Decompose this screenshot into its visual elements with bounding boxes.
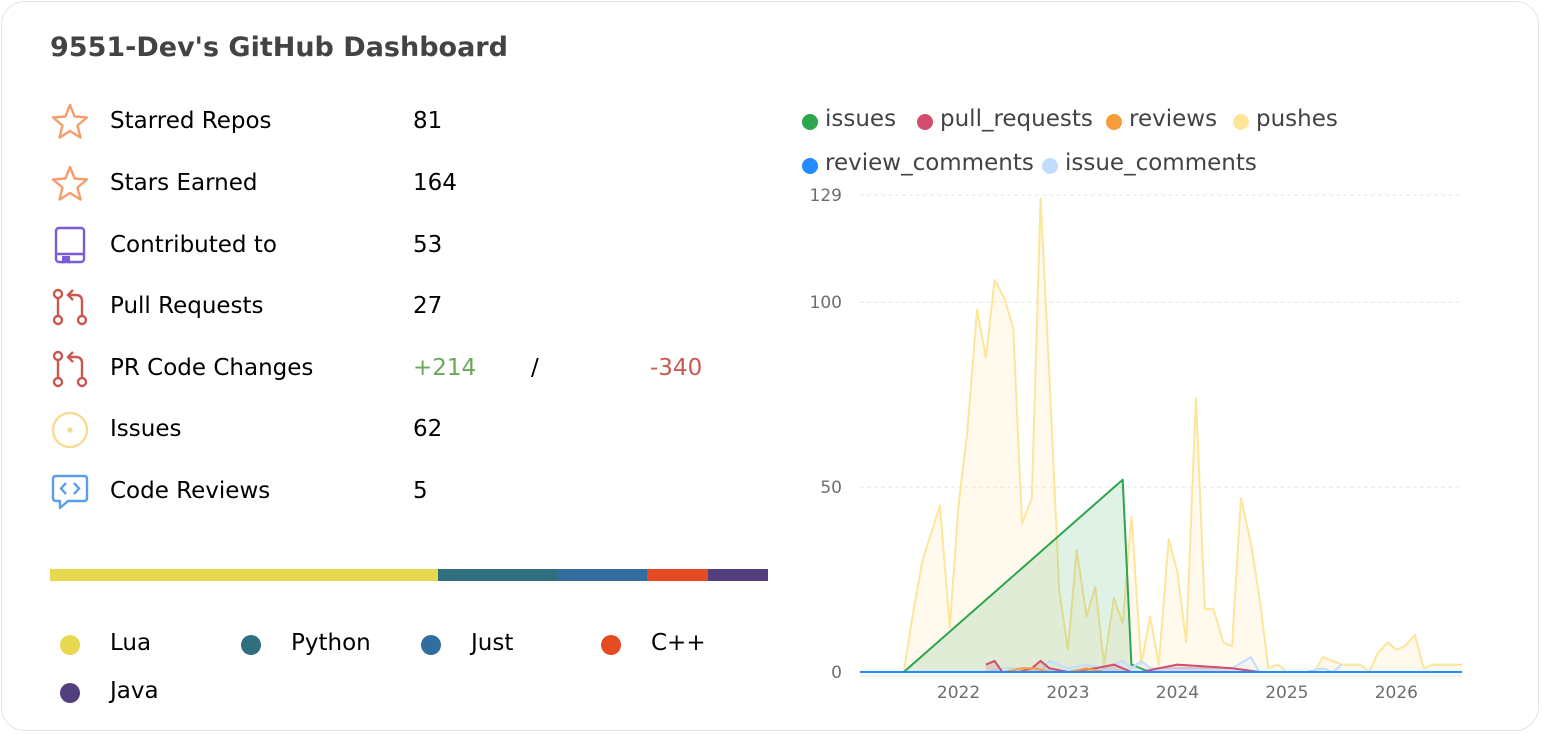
python-dot <box>241 635 261 655</box>
legend-label: reviews <box>1129 106 1218 132</box>
stat-contributed-to: Contributed to 53 <box>50 226 750 266</box>
stat-code-reviews: Code Reviews 5 <box>50 472 750 512</box>
java-dot <box>60 683 80 703</box>
legend-dot <box>802 114 818 130</box>
language-bar-segment <box>437 569 557 581</box>
legend-dot <box>1042 158 1058 174</box>
issue-icon <box>51 411 89 449</box>
language-bar-segment <box>556 569 648 581</box>
legend-label: pushes <box>1256 106 1338 132</box>
series-area-pull_requests <box>985 660 1260 672</box>
series-area-pushes <box>860 198 1462 672</box>
stat-label: Issues <box>110 416 182 442</box>
changes-separator: / <box>531 355 539 381</box>
legend-dot <box>1233 114 1249 130</box>
stat-value: 62 <box>413 416 443 442</box>
additions-value: +214 <box>413 355 477 381</box>
language-bar <box>50 569 768 581</box>
language-bar-segment <box>647 569 708 581</box>
language-name: Python <box>291 630 371 656</box>
language-name: Just <box>471 630 514 656</box>
pull-request-icon <box>52 288 88 326</box>
stat-issues: Issues 62 <box>50 410 750 450</box>
stat-value: 27 <box>413 293 443 319</box>
x-tick-label: 2026 <box>1375 683 1418 703</box>
language-name: Java <box>110 678 159 704</box>
y-tick-label: 100 <box>810 293 842 313</box>
x-tick-label: 2023 <box>1046 683 1089 703</box>
activity-chart: 0 50 100 129 2022 2023 2024 2025 2026 <box>810 186 1462 703</box>
repo-icon <box>54 226 86 264</box>
legend-label: pull_requests <box>940 106 1093 132</box>
star-icon <box>51 165 89 201</box>
legend-label: review_comments <box>825 150 1034 176</box>
legend-dot <box>1106 114 1122 130</box>
legend-dot <box>802 158 818 174</box>
x-tick-label: 2022 <box>937 683 980 703</box>
series-area-issues <box>860 479 1342 672</box>
legend-dot <box>917 114 933 130</box>
y-tick-label: 0 <box>831 663 842 683</box>
stat-label: Stars Earned <box>110 170 258 196</box>
stat-label: Pull Requests <box>110 293 264 319</box>
stat-value: 81 <box>413 108 443 134</box>
legend-label: issue_comments <box>1065 150 1257 176</box>
stat-label: Contributed to <box>110 232 277 258</box>
y-tick-label: 129 <box>810 186 842 206</box>
dashboard-title: 9551-Dev's GitHub Dashboard <box>50 32 508 63</box>
series-line-pushes <box>860 197 1462 673</box>
x-tick-label: 2025 <box>1265 683 1308 703</box>
star-icon <box>51 103 89 139</box>
language-name: C++ <box>651 630 706 656</box>
deletions-value: -340 <box>650 355 703 381</box>
stat-value: 5 <box>413 478 428 504</box>
stat-pr-code-changes: PR Code Changes +214 / -340 <box>50 349 750 389</box>
x-tick-label: 2024 <box>1156 683 1199 703</box>
language-name: Lua <box>110 630 152 656</box>
pull-request-icon <box>52 350 88 388</box>
legend-label: issues <box>825 106 897 132</box>
lua-dot <box>60 635 80 655</box>
y-tick-label: 50 <box>820 478 842 498</box>
stat-label: Starred Repos <box>110 108 272 134</box>
stat-stars-earned: Stars Earned 164 <box>50 164 750 204</box>
language-bar-segment <box>707 569 768 581</box>
stat-label: PR Code Changes <box>110 355 314 381</box>
code-review-icon <box>51 474 89 510</box>
stat-pull-requests: Pull Requests 27 <box>50 287 750 327</box>
language-bar-segment <box>50 569 438 581</box>
stat-starred-repos: Starred Repos 81 <box>50 102 750 142</box>
stat-value: 53 <box>413 232 443 258</box>
just-dot <box>421 635 441 655</box>
stat-label: Code Reviews <box>110 478 271 504</box>
cpp-dot <box>601 635 621 655</box>
stat-value: 164 <box>413 170 457 196</box>
